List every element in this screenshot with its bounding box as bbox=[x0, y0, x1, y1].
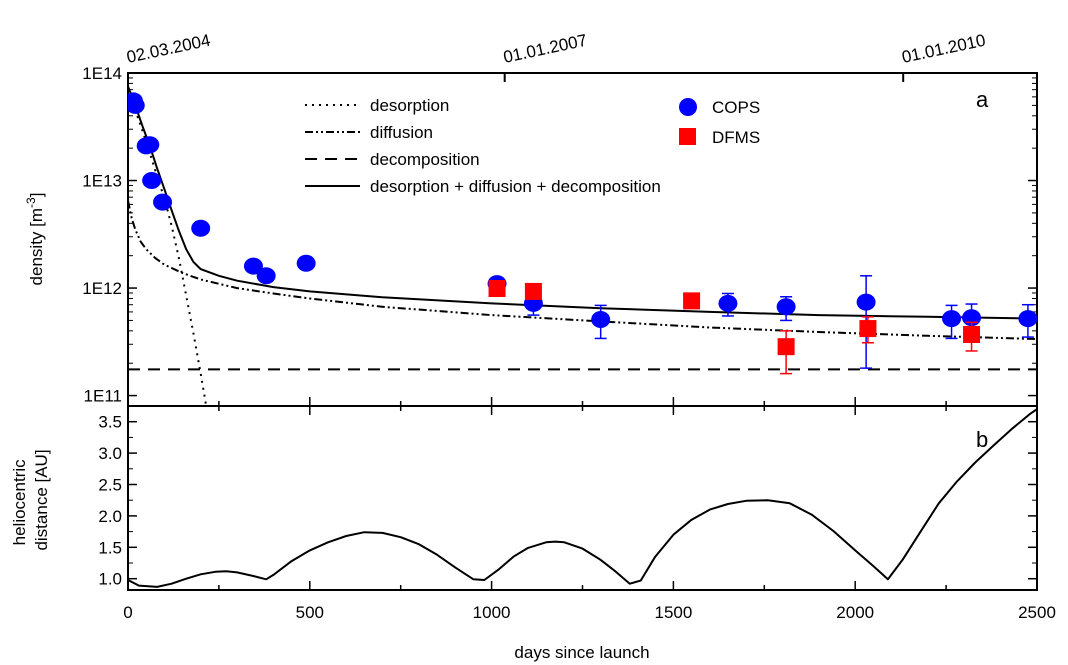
legend-diffusion-label: diffusion bbox=[370, 123, 433, 142]
b-ytick-label: 3.0 bbox=[98, 444, 122, 463]
legend-markers: COPS DFMS bbox=[679, 98, 760, 147]
model-line-solid bbox=[128, 86, 1037, 320]
dfms-point bbox=[524, 282, 542, 300]
cops-point bbox=[856, 293, 876, 311]
panel-a-data-points bbox=[128, 92, 1037, 375]
b-xtick-label: 2000 bbox=[836, 603, 874, 622]
dfms-point bbox=[488, 280, 506, 298]
a-ytick-label: 1E12 bbox=[82, 279, 122, 298]
panel-a-ylabel: density [m-3] bbox=[24, 193, 46, 286]
b-ytick-label: 2.5 bbox=[98, 475, 122, 494]
legend-desorption-label: desorption bbox=[370, 96, 449, 115]
cops-point bbox=[591, 310, 611, 328]
legend-total-label: desorption + diffusion + decomposition bbox=[370, 177, 661, 196]
dfms-point bbox=[777, 338, 795, 356]
legend-lines: desorption diffusion decomposition desor… bbox=[305, 96, 661, 196]
b-xtick-label: 1000 bbox=[473, 603, 511, 622]
b-xtick-label: 1500 bbox=[654, 603, 692, 622]
panel-b-letter: b bbox=[976, 427, 988, 452]
cops-point bbox=[153, 193, 173, 211]
cops-point bbox=[140, 136, 160, 154]
dfms-point bbox=[859, 320, 877, 338]
b-ytick-label: 3.5 bbox=[98, 413, 122, 432]
dfms-point bbox=[683, 292, 701, 310]
cops-point bbox=[142, 172, 162, 190]
panel-b-ylabel-line1: heliocentric bbox=[10, 459, 29, 545]
panel-b-ylabel-line2: distance [AU] bbox=[32, 449, 51, 550]
cops-point bbox=[1018, 310, 1037, 328]
b-xtick-label: 500 bbox=[296, 603, 324, 622]
b-ytick-label: 1.5 bbox=[98, 538, 122, 557]
a-ytick-label: 1E11 bbox=[84, 387, 122, 406]
cops-point bbox=[191, 219, 211, 237]
legend-decomposition-label: decomposition bbox=[370, 150, 480, 169]
panel-a-ticks bbox=[127, 72, 1038, 406]
date-tick-label: 01.01.2010 bbox=[900, 31, 987, 67]
cops-point bbox=[942, 310, 962, 328]
panel-a-tick-labels: 1E11 1E12 1E13 1E14 bbox=[82, 64, 122, 406]
panel-b-ylabel: heliocentric distance [AU] bbox=[10, 449, 51, 550]
legend-dfms-marker bbox=[679, 128, 696, 145]
a-ytick-label: 1E13 bbox=[82, 172, 122, 191]
legend-cops-marker bbox=[679, 98, 697, 116]
heliocentric-distance-line bbox=[128, 408, 1037, 588]
b-ytick-label: 1.0 bbox=[98, 570, 122, 589]
x-axis-title: days since launch bbox=[514, 643, 649, 662]
legend-dfms-label: DFMS bbox=[712, 128, 760, 147]
b-ytick-label: 2.0 bbox=[98, 507, 122, 526]
cops-point bbox=[776, 298, 796, 316]
cops-point bbox=[296, 254, 316, 272]
panel-a-frame bbox=[127, 72, 1038, 407]
panel-b-ticks bbox=[127, 406, 1038, 590]
cops-point bbox=[256, 267, 276, 285]
cops-point bbox=[128, 96, 145, 114]
date-tick-label: 01.01.2007 bbox=[502, 31, 589, 67]
a-ytick-label: 1E14 bbox=[82, 64, 122, 83]
legend-cops-label: COPS bbox=[712, 98, 760, 117]
b-xtick-label: 2500 bbox=[1018, 603, 1056, 622]
cops-point bbox=[243, 257, 263, 275]
panel-a-model-lines bbox=[128, 86, 1037, 406]
cops-point bbox=[718, 294, 738, 312]
dfms-point bbox=[963, 325, 981, 343]
panel-b-line bbox=[128, 408, 1037, 588]
model-line-dotted bbox=[128, 89, 208, 406]
top-date-axis: 02.03.2004 01.01.2007 01.01.2010 bbox=[125, 31, 987, 82]
panel-b-tick-labels: 1.0 1.5 2.0 2.5 3.0 3.5 0 500 1000 1500 2000 2500 bbox=[98, 413, 1056, 622]
b-xtick-label: 0 bbox=[123, 603, 132, 622]
model-line-dashdotdot bbox=[128, 200, 1037, 341]
date-tick-label: 02.03.2004 bbox=[125, 31, 212, 67]
panel-a-letter: a bbox=[976, 87, 989, 112]
